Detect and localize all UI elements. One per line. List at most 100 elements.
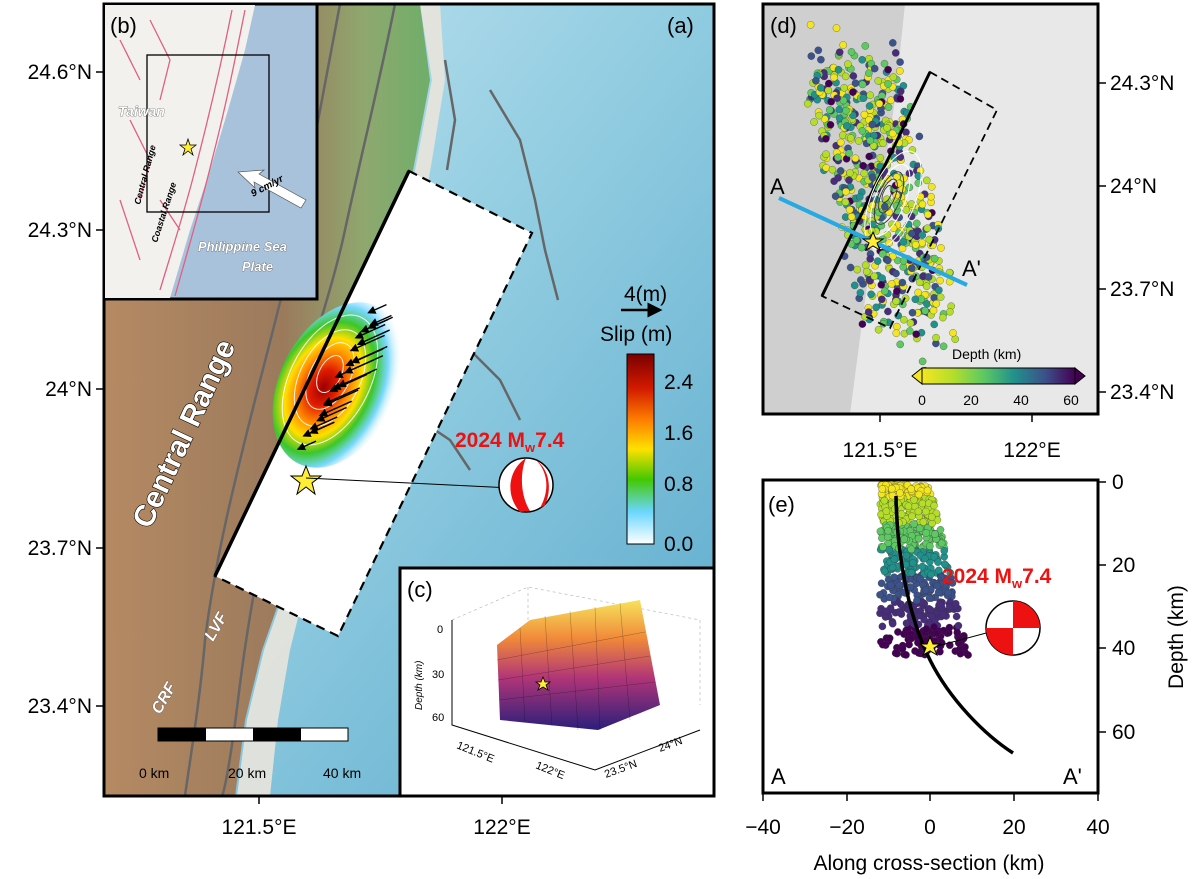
event-label-a: 2024 Mw7.4 (455, 429, 565, 455)
panel-b: 9 cm/yr Taiwan Central Range Coastal Ran… (102, 2, 319, 301)
panel-d-lon-labels: 121.5°E 122°E (843, 439, 1061, 462)
seismic-event (859, 94, 868, 102)
seismic-event (926, 542, 934, 550)
slip-vector (296, 440, 317, 451)
seismic-event (927, 570, 935, 579)
seismic-event (948, 579, 957, 587)
slip-vector (356, 329, 390, 346)
seismic-event (887, 96, 895, 104)
vector-scale-label: 4(m) (624, 283, 667, 306)
seismic-event (946, 569, 954, 577)
seismic-event (877, 281, 886, 289)
beachball-a (498, 457, 554, 513)
inset-faults (119, 9, 246, 297)
seismic-event (857, 276, 865, 284)
seismic-event (911, 241, 920, 249)
seismic-event (845, 205, 854, 214)
seismic-event (830, 73, 838, 82)
slip-vector (318, 400, 353, 417)
seismic-event (944, 589, 952, 597)
seismic-event (922, 625, 931, 633)
seismic-event (907, 568, 916, 577)
e-ylabel: Depth (km) (1165, 585, 1188, 689)
seismic-event (864, 308, 873, 316)
seismic-event (852, 236, 861, 244)
fault-trace (213, 170, 411, 577)
e-star (918, 635, 942, 657)
seismic-event (912, 330, 920, 338)
fault-plane-3d (497, 600, 660, 730)
slip-vector (309, 416, 338, 430)
seismic-event (868, 173, 877, 182)
event-label-e: 2024 Mw7.4 (942, 565, 1052, 591)
seismic-event (893, 322, 901, 331)
svg-text:20: 20 (963, 392, 979, 408)
seismic-event (884, 307, 892, 316)
seismic-event (884, 65, 892, 74)
svg-text:1.6: 1.6 (664, 422, 693, 445)
seismic-event (866, 255, 874, 263)
slip-colorbar (626, 353, 655, 545)
seismic-event (915, 524, 924, 533)
seismic-event (828, 165, 837, 174)
seismic-event (896, 340, 904, 349)
depth-colorbar-min-cap (911, 366, 923, 386)
svg-text:23.4°N: 23.4°N (28, 695, 92, 718)
seismic-event (866, 277, 874, 285)
seismic-event (931, 530, 939, 538)
seismic-event (880, 287, 889, 296)
svg-text:23.7°N: 23.7°N (28, 537, 92, 560)
seismic-event (913, 219, 921, 228)
depth-colorbar (921, 367, 1076, 385)
slip-vector (350, 345, 388, 364)
slip-vector (354, 323, 386, 339)
seismic-event (842, 187, 850, 196)
seismic-event (902, 651, 910, 659)
seismic-event (876, 527, 885, 536)
seismic-event (860, 110, 869, 119)
seismic-event (879, 139, 887, 147)
panel-a: 2024 Mw7.4 4(m) Slip (m) 2.4 1.6 0.8 0.0… (104, 4, 714, 796)
seismic-event (953, 628, 962, 637)
seismic-event (880, 567, 889, 576)
slip-vector (309, 421, 335, 434)
scalebar (157, 727, 349, 742)
seismic-event (923, 176, 931, 185)
seismic-event (888, 129, 897, 138)
beachball-e (985, 600, 1041, 656)
seismic-event (909, 559, 917, 567)
seismic-event (936, 276, 944, 285)
seismic-event (907, 545, 916, 554)
seismic-event (879, 543, 887, 551)
seismic-event (841, 72, 850, 81)
seismic-event (840, 84, 848, 92)
seismic-event (878, 250, 887, 258)
panel-b-label: (b) (110, 13, 137, 38)
seismic-event (900, 535, 908, 543)
seismic-event (923, 486, 932, 495)
panel-c: 0 30 60 121.5°E 122°E 24°N 23.5°N Depth … (398, 566, 716, 798)
seismic-event (899, 238, 908, 246)
svg-text:20 km: 20 km (228, 765, 266, 781)
seismic-event (937, 539, 946, 548)
seismic-event (922, 282, 931, 290)
svg-text:24°N: 24°N (1110, 175, 1157, 198)
seismic-event (847, 213, 856, 221)
seismic-event (939, 342, 948, 351)
seismic-event (897, 510, 906, 518)
seismic-event (887, 280, 896, 288)
svg-text:0.8: 0.8 (664, 473, 693, 496)
seismic-event (845, 149, 853, 158)
seismic-event (956, 649, 965, 658)
seismic-event (923, 224, 932, 232)
seismic-event (924, 273, 933, 281)
seismic-event (812, 77, 820, 85)
seismic-event (930, 254, 939, 263)
seismic-event (890, 573, 898, 581)
panel-a-lon-labels: 121.5°E 122°E (222, 816, 531, 839)
seismic-event (895, 581, 904, 589)
seismic-event (822, 135, 830, 143)
seismic-event (936, 293, 945, 301)
seismic-event (888, 484, 896, 493)
seismic-event (880, 496, 889, 505)
